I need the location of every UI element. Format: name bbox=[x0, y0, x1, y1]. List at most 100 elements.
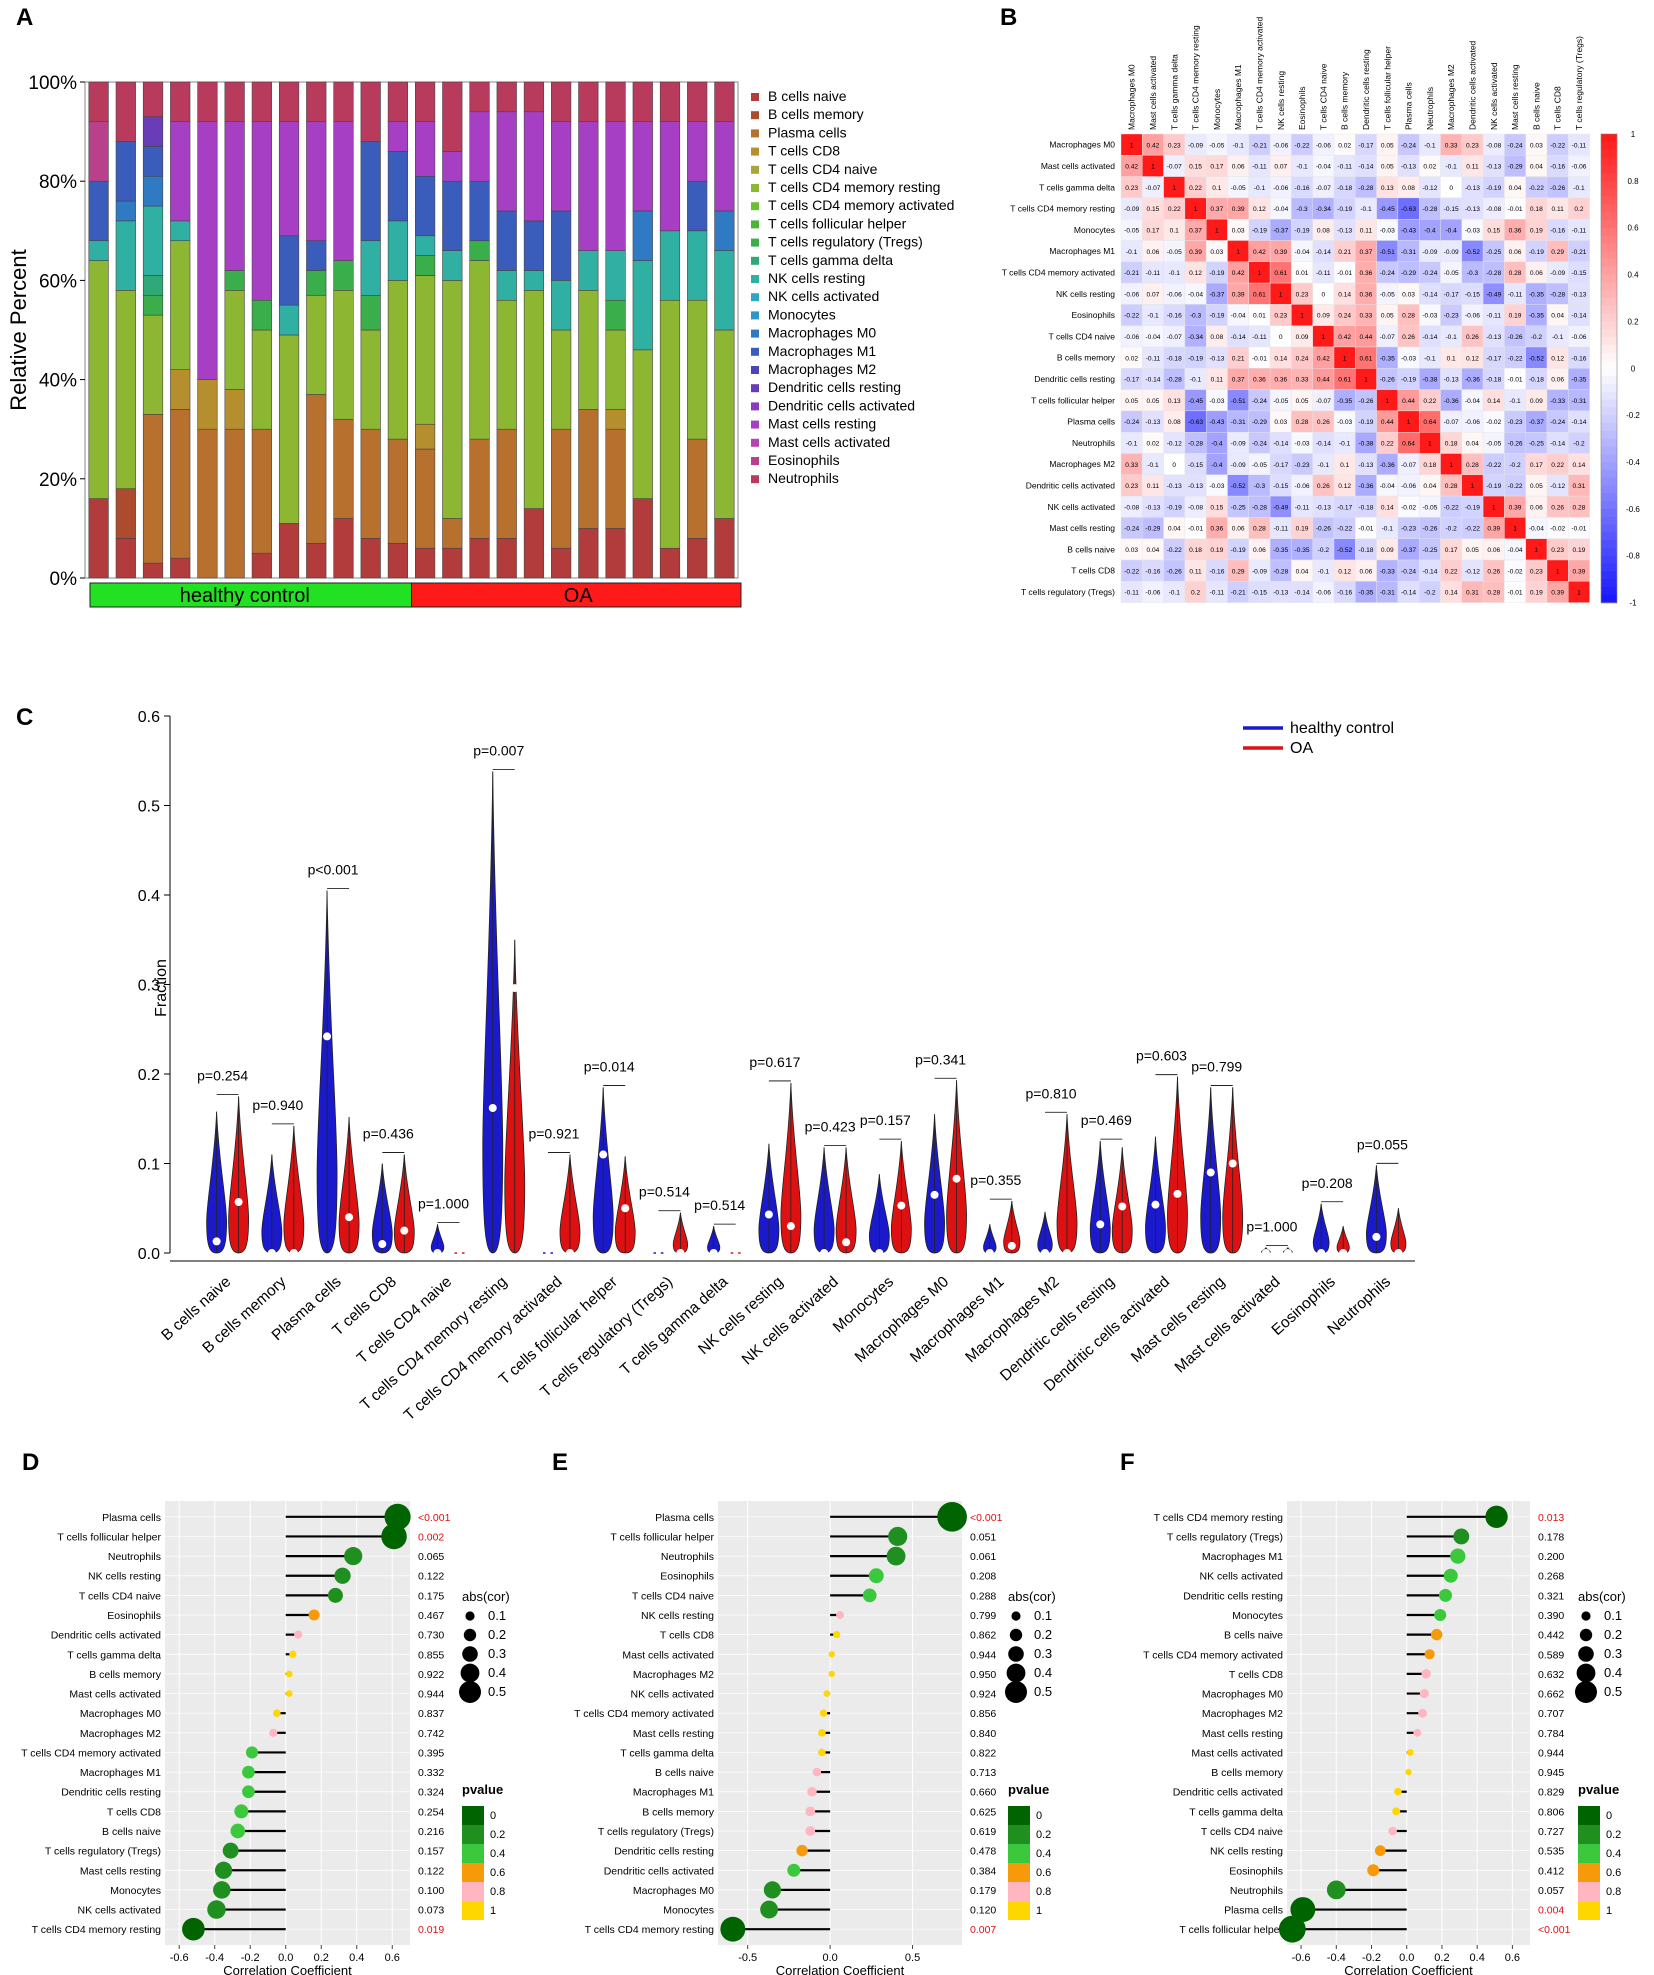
heatmap-cell-value: -0.31 bbox=[1571, 398, 1586, 405]
heatmap-cell-value: 0.13 bbox=[1168, 398, 1181, 405]
heatmap-cell-value: -0.26 bbox=[1316, 526, 1331, 533]
row-label: T cells CD8 bbox=[107, 1806, 161, 1818]
pvalue-legend-swatch bbox=[462, 1901, 484, 1920]
p-value-text: 0.742 bbox=[418, 1728, 444, 1740]
p-value-label: p=0.940 bbox=[252, 1097, 303, 1113]
lollipop-dot bbox=[818, 1729, 826, 1737]
heatmap-cell-value: 0.29 bbox=[1551, 249, 1564, 256]
heatmap-cell-value: 0.03 bbox=[1125, 547, 1138, 554]
violin-oa-3-median-dot bbox=[345, 1213, 354, 1222]
heatmap-cell-value: -0.06 bbox=[1124, 291, 1139, 298]
size-legend-dot bbox=[1006, 1663, 1026, 1683]
heatmap-cell-value: -0.11 bbox=[1337, 164, 1352, 171]
lollipop-dot bbox=[1367, 1864, 1380, 1877]
legend-swatch bbox=[751, 129, 759, 138]
heatmap-cell-value: -0.28 bbox=[1550, 291, 1565, 298]
lollipop-dot bbox=[805, 1826, 816, 1836]
lollipop-dot bbox=[812, 1767, 822, 1777]
heatmap-cell-value: 1 bbox=[1471, 483, 1475, 490]
lollipop-dot bbox=[1374, 1845, 1386, 1857]
heatmap-cell-value: -0.19 bbox=[1209, 313, 1224, 320]
heatmap-cell-value: 0.28 bbox=[1445, 483, 1458, 490]
row-label: T cells CD4 naive bbox=[79, 1590, 161, 1602]
heatmap-cell-value: -0.06 bbox=[1273, 142, 1288, 149]
stack-segment-sample-20 bbox=[605, 299, 626, 331]
stack-segment-sample-22 bbox=[659, 299, 681, 549]
heatmap-cell-value: -0.16 bbox=[1550, 227, 1565, 234]
heatmap-cell-value: -0.1 bbox=[1445, 164, 1457, 171]
heatmap-cell-value: -0.1 bbox=[1147, 462, 1159, 469]
violin-oa-8-median-dot bbox=[621, 1204, 630, 1213]
lollipop-dot bbox=[888, 1526, 908, 1547]
p-value-text: 0.467 bbox=[418, 1610, 444, 1622]
heatmap-cell-value: -0.37 bbox=[1529, 419, 1544, 426]
heatmap-cell-value: -0.09 bbox=[1252, 568, 1267, 575]
row-label: Macrophages M2 bbox=[633, 1669, 714, 1681]
lollipop-dot bbox=[807, 1786, 817, 1797]
p-value-text: 0.073 bbox=[418, 1905, 444, 1917]
p-value-text: 0.332 bbox=[418, 1767, 444, 1779]
lollipop-dot bbox=[213, 1881, 231, 1899]
pvalue-legend-swatch bbox=[1578, 1825, 1600, 1844]
heatmap-cell-value: -0.33 bbox=[1550, 398, 1565, 405]
row-label: NK cells activated bbox=[1200, 1571, 1284, 1583]
heatmap-cell-value: 0.28 bbox=[1509, 270, 1522, 277]
heatmap-cell-value: -0.11 bbox=[1124, 590, 1139, 597]
colorbar-segment bbox=[1601, 258, 1617, 268]
heatmap-row-label: B cells memory bbox=[1057, 353, 1116, 363]
x-tick-label: -0.2 bbox=[1362, 1952, 1381, 1964]
heatmap-cell-value: 1 bbox=[1556, 568, 1560, 575]
stack-segment-sample-5 bbox=[197, 379, 218, 430]
heatmap-cell-value: 1 bbox=[1215, 227, 1219, 234]
colorbar-segment bbox=[1601, 321, 1617, 330]
heatmap-cell-value: -0.1 bbox=[1169, 590, 1181, 597]
stack-segment-sample-11 bbox=[360, 294, 381, 331]
heatmap-col-label: B cells naive bbox=[1531, 82, 1541, 130]
stack-segment-sample-13 bbox=[415, 275, 436, 425]
heatmap-cell-value: -0.31 bbox=[1401, 249, 1416, 256]
stack-segment-sample-11 bbox=[360, 240, 381, 296]
lollipop-dot bbox=[818, 1748, 826, 1757]
x-tick-label: 0.6 bbox=[385, 1952, 400, 1964]
heatmap-cell-value: 1 bbox=[1428, 440, 1432, 447]
legend-label: T cells CD8 bbox=[768, 143, 840, 159]
heatmap-cell-value: -0.01 bbox=[1337, 270, 1352, 277]
panel-letter-f: F bbox=[1120, 1449, 1135, 1476]
violin-oa-17-median-dot bbox=[1118, 1202, 1127, 1211]
lollipop-dot bbox=[1430, 1628, 1443, 1641]
stack-segment-sample-13 bbox=[415, 235, 436, 256]
heatmap-cell-value: -0.17 bbox=[1358, 142, 1373, 149]
heatmap-cell-value: -0.13 bbox=[1209, 355, 1224, 362]
heatmap-cell-value: -0.35 bbox=[1529, 313, 1544, 320]
stack-segment-sample-8 bbox=[278, 235, 300, 306]
heatmap-cell-value: -0.24 bbox=[1124, 526, 1139, 533]
heatmap-cell-value: 0.17 bbox=[1147, 227, 1160, 234]
colorbar-segment bbox=[1601, 438, 1617, 447]
row-label: Neutrophils bbox=[661, 1551, 714, 1563]
stack-segment-sample-22 bbox=[659, 121, 681, 232]
heatmap-cell-value: 0.05 bbox=[1381, 313, 1394, 320]
row-label: T cells CD4 memory resting bbox=[32, 1924, 161, 1936]
size-legend-label: 0.1 bbox=[1604, 1608, 1622, 1623]
heatmap-cell-value: -0.03 bbox=[1465, 227, 1480, 234]
heatmap-cell-value: -0.29 bbox=[1145, 526, 1160, 533]
heatmap-cell-value: 0.17 bbox=[1210, 164, 1223, 171]
heatmap-cell-value: -0.13 bbox=[1145, 504, 1160, 511]
lollipop-dot bbox=[1392, 1807, 1401, 1816]
heatmap-cell-value: 0.07 bbox=[1147, 291, 1160, 298]
p-value-text: 0.944 bbox=[1538, 1747, 1564, 1759]
size-legend-dot bbox=[1581, 1611, 1591, 1621]
heatmap-cell-value: -0.45 bbox=[1380, 206, 1395, 213]
y-tick-label: 0.4 bbox=[138, 888, 160, 905]
heatmap-cell-value: -0.19 bbox=[1209, 270, 1224, 277]
stack-segment-sample-6 bbox=[224, 81, 245, 122]
size-legend-dot bbox=[1576, 1663, 1596, 1683]
heatmap-cell-value: -0.23 bbox=[1295, 462, 1310, 469]
violin-healthy-2-median-dot bbox=[267, 1249, 276, 1257]
heatmap-cell-value: 0.06 bbox=[1487, 547, 1500, 554]
lollipop-dot bbox=[1388, 1826, 1397, 1836]
heatmap-cell-value: 0.03 bbox=[1530, 142, 1543, 149]
heatmap-cell-value: -0.14 bbox=[1316, 440, 1331, 447]
lollipop-dot bbox=[334, 1567, 351, 1584]
heatmap-row-label: Macrophages M1 bbox=[1049, 246, 1115, 256]
